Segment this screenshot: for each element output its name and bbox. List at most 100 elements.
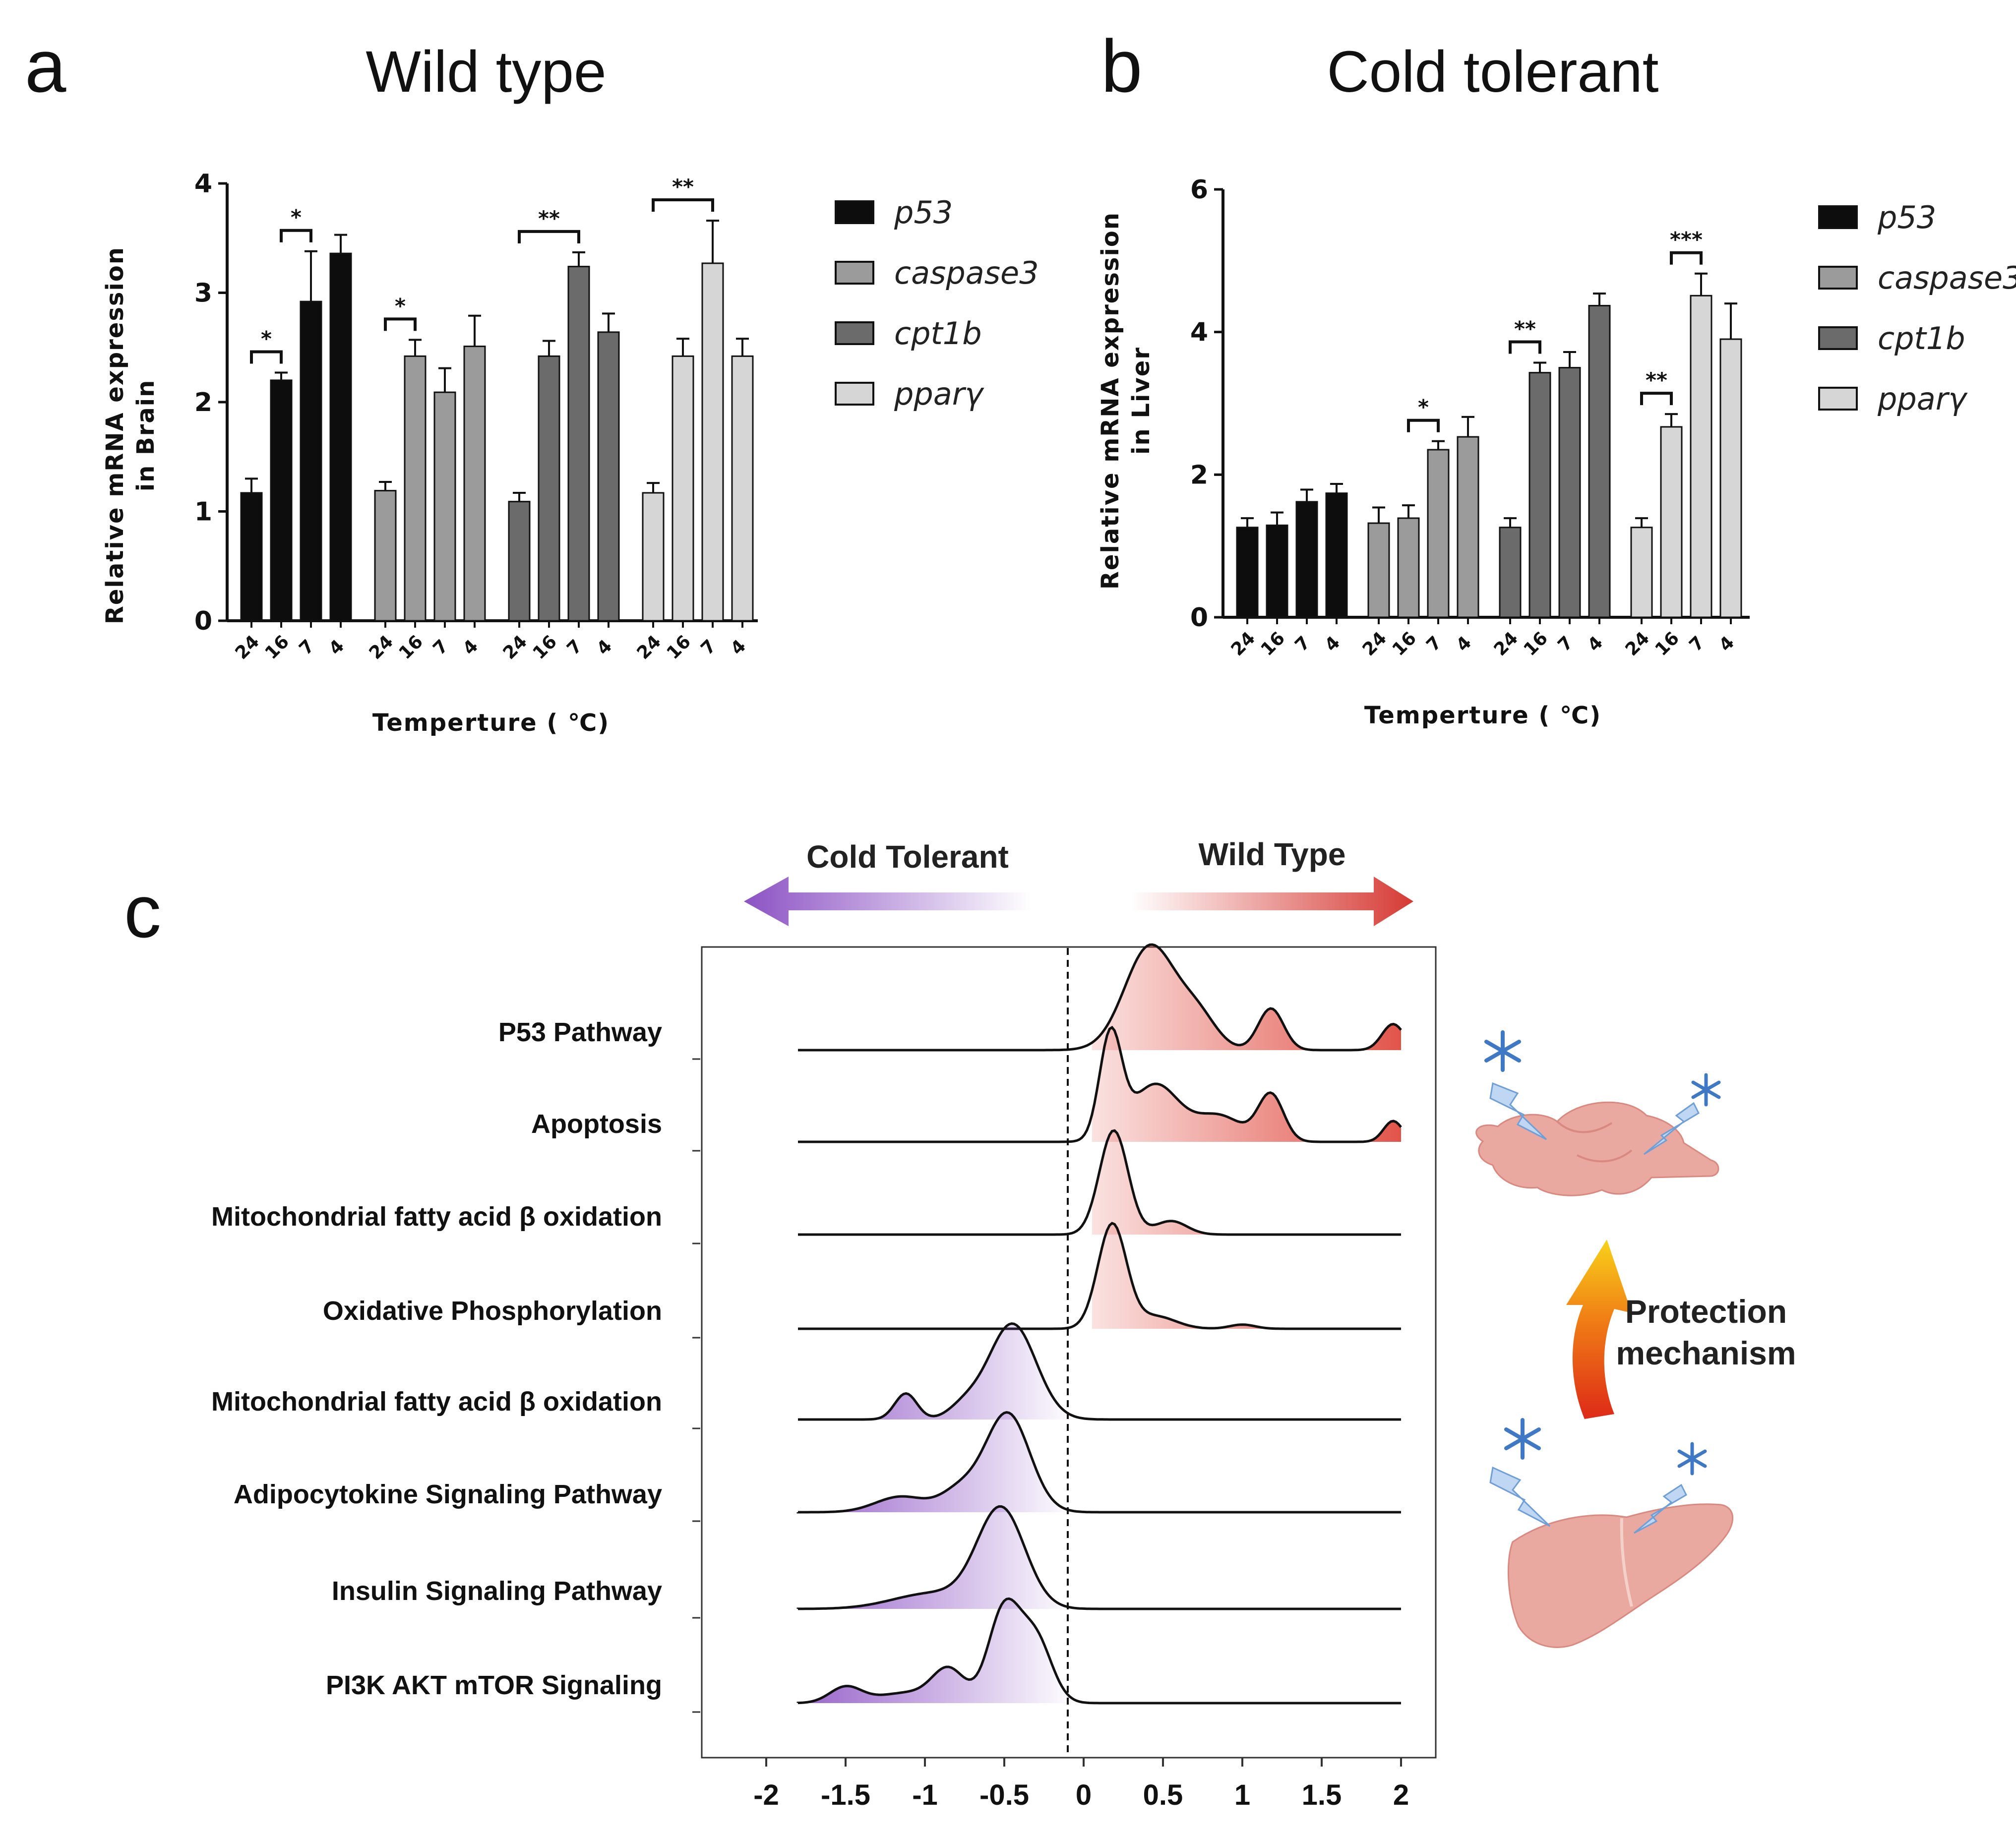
ridgeline-plot: P53 Pathway Apoptosis Mitochondrial fatty … [211,943,1402,1713]
x-tick-label: 24 [633,632,665,663]
density-fill [798,1598,1080,1703]
density-fill [798,1506,1080,1609]
x-tick-label: 7 [1423,633,1446,656]
bar [1427,449,1450,618]
x-tick-label: 4 [325,636,349,659]
significance-label: * [1418,395,1429,419]
wild-type-arrow [1131,877,1413,926]
x-tick-label: 16 [1257,628,1289,660]
ridge-x-axis: -2 -1.5 -1 -0.5 0 0.5 1 1.5 2 [753,1758,1409,1811]
y-tick-label: 0 [1190,603,1208,633]
x-tick-label: 24 [499,632,531,663]
y-axis-title-b-line2: in Liver [1127,347,1155,455]
panel-title-b: Cold tolerant [1327,39,1658,105]
significance-label: * [395,294,406,318]
ridge-label: P53 Pathway [498,1017,662,1047]
x-axis-title-b: Temperture ( ℃) [1364,702,1601,729]
legend-swatch [1818,205,1858,229]
x-tick-label: 4 [1453,633,1476,656]
bar [1367,522,1390,618]
bar [1719,338,1742,618]
legend-label: caspase3 [894,255,1039,291]
panel-letter-b: b [1101,24,1142,108]
x-tick-label: 24 [1622,628,1653,660]
significance-label: *** [1670,228,1703,252]
x-tick-label: 16 [261,632,293,663]
significance-label: ** [672,175,694,199]
x-tick-label: 16 [1651,628,1683,660]
x-tick-label: 1.5 [1302,1779,1342,1811]
x-tick-label: 4 [1321,633,1344,656]
snowflake-icon [1504,1418,1541,1460]
legend-swatch [835,321,874,345]
protection-label-line2: mechanism [1616,1335,1796,1371]
x-tick-label: 0 [1076,1779,1092,1811]
significance-bracket [1670,251,1703,265]
x-tick-label: 4 [1584,633,1607,656]
y-axis-title-b-line1: Relative mRNA expression [1097,212,1124,590]
density-curve [798,943,1402,1052]
x-tick-label: 24 [232,632,263,663]
ridge-label: Oxidative Phosphorylation [323,1296,662,1326]
bar [1660,426,1683,618]
bar [597,331,620,622]
legend-swatch [1818,387,1858,411]
y-axis-title-a-line2: in Brain [132,379,160,492]
y-tick-label: 2 [194,388,212,417]
legend-label: cpt1b [1878,320,1965,356]
legend-swatch [835,261,874,285]
x-tick-label: 16 [1520,628,1552,660]
x-tick-label: 16 [1389,628,1420,660]
wild-type-label: Wild Type [1199,836,1346,872]
legend-swatch [835,200,874,224]
density-fill [1092,1130,1401,1235]
significance-bracket [1640,392,1673,406]
y-tick-label: 3 [194,279,212,308]
bar [1397,517,1420,618]
density-fill [1092,1027,1401,1142]
panel-title-a: Wild type [366,39,606,105]
protection-illustration: Protection mechanism [1475,1030,1796,1648]
x-tick-label: 24 [1227,628,1259,660]
bar [240,492,263,622]
significance-label: ** [1646,368,1667,392]
x-tick-label: 7 [563,636,587,659]
bar [1499,527,1522,618]
bar [508,501,531,622]
x-tick-label: 0.5 [1143,1779,1183,1811]
bar [404,355,427,622]
brain-illustration [1475,1101,1719,1196]
bar [1457,436,1479,618]
ridge-label: Mitochondrial fatty acid β oxidation [211,1387,662,1417]
ridge-label: Mitochondrial fatty acid β oxidation [211,1202,662,1232]
x-tick-label: 16 [529,632,561,663]
x-tick-label: 7 [1291,633,1315,656]
snowflake-icon [1677,1442,1707,1476]
bar [270,379,293,622]
x-axis-title-a: Temperture ( ℃) [372,709,610,737]
bar [1528,372,1551,618]
x-tick-label: 7 [1554,633,1578,656]
bar [731,355,754,622]
lightning-icon [1634,1483,1687,1534]
x-tick-label: 16 [663,632,695,663]
panel-letter-a: a [25,24,66,108]
density-curve [797,1597,1401,1705]
y-tick-label: 1 [194,497,212,527]
ridge-label: Adipocytokine Signaling Pathway [234,1479,662,1509]
significance-bracket [280,229,312,242]
cold-tolerant-label: Cold Tolerant [806,839,1009,875]
legend-swatch [835,382,874,406]
significance-bracket [1407,418,1440,432]
x-tick-label: -1.5 [821,1779,870,1811]
bar [672,355,694,622]
x-tick-label: 1 [1234,1779,1250,1811]
ridge-plot-frame [701,946,1437,1759]
legend-label: p53 [1877,199,1936,236]
legend-label: caspase3 [1878,260,2016,296]
x-tick-label: 7 [697,636,721,659]
density-curve [798,1222,1401,1330]
x-tick-label: -1 [912,1779,938,1811]
bar [567,266,590,622]
